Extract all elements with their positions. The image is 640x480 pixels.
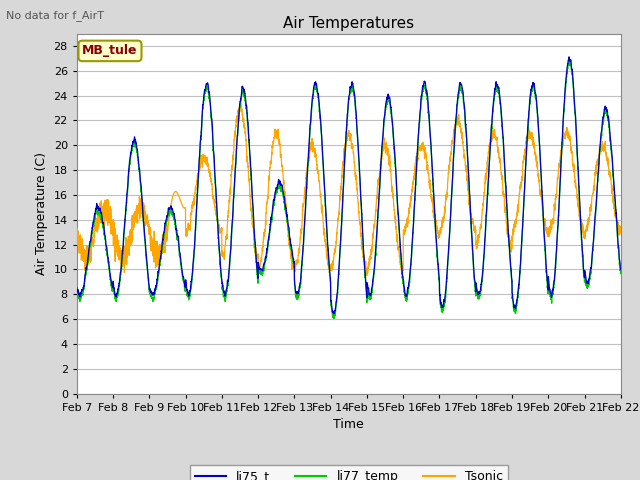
Text: MB_tule: MB_tule — [82, 44, 138, 58]
Title: Air Temperatures: Air Temperatures — [284, 16, 414, 31]
X-axis label: Time: Time — [333, 418, 364, 431]
Y-axis label: Air Temperature (C): Air Temperature (C) — [35, 152, 48, 275]
Legend: li75_t, li77_temp, Tsonic: li75_t, li77_temp, Tsonic — [190, 465, 508, 480]
Text: No data for f_AirT: No data for f_AirT — [6, 10, 104, 21]
